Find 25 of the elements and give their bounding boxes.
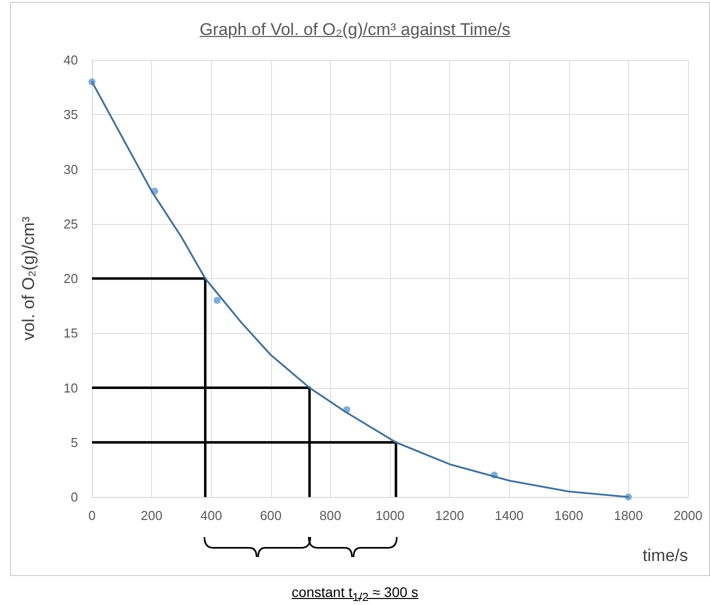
x-tick-label: 0: [88, 508, 96, 523]
y-tick-label: 35: [64, 107, 78, 122]
x-tick-label: 1400: [494, 508, 524, 523]
y-tick-label: 25: [64, 216, 78, 232]
x-tick-label: 1800: [614, 508, 643, 523]
x-tick-label: 800: [320, 508, 342, 523]
x-tick-label: 1600: [554, 508, 584, 523]
y-tick-label: 15: [64, 326, 78, 341]
y-axis-title: vol. of O₂(g)/cm³: [19, 216, 38, 340]
y-tick-label: 30: [64, 162, 78, 177]
y-tick-label: 10: [64, 380, 78, 396]
y-tick-label: 40: [64, 52, 78, 68]
x-tick-label: 1200: [435, 508, 464, 523]
x-axis-title: time/s: [642, 546, 688, 565]
x-tick-label: 1000: [376, 508, 404, 523]
y-tick-label: 5: [70, 434, 78, 450]
y-tick-label: 0: [70, 490, 78, 504]
y-tick-label: 20: [64, 271, 78, 286]
x-tick-label: 400: [200, 508, 222, 523]
x-tick-label: 2000: [674, 508, 702, 523]
x-tick-label: 200: [140, 508, 162, 523]
point: [214, 296, 221, 304]
x-tick-label: 600: [260, 508, 282, 523]
chart-title: Graph of Vol. of O₂(g)/cm³ against Time/s: [198, 20, 512, 40]
text: constant t$_{1/2}$ ≈ 300 s: [290, 584, 420, 604]
